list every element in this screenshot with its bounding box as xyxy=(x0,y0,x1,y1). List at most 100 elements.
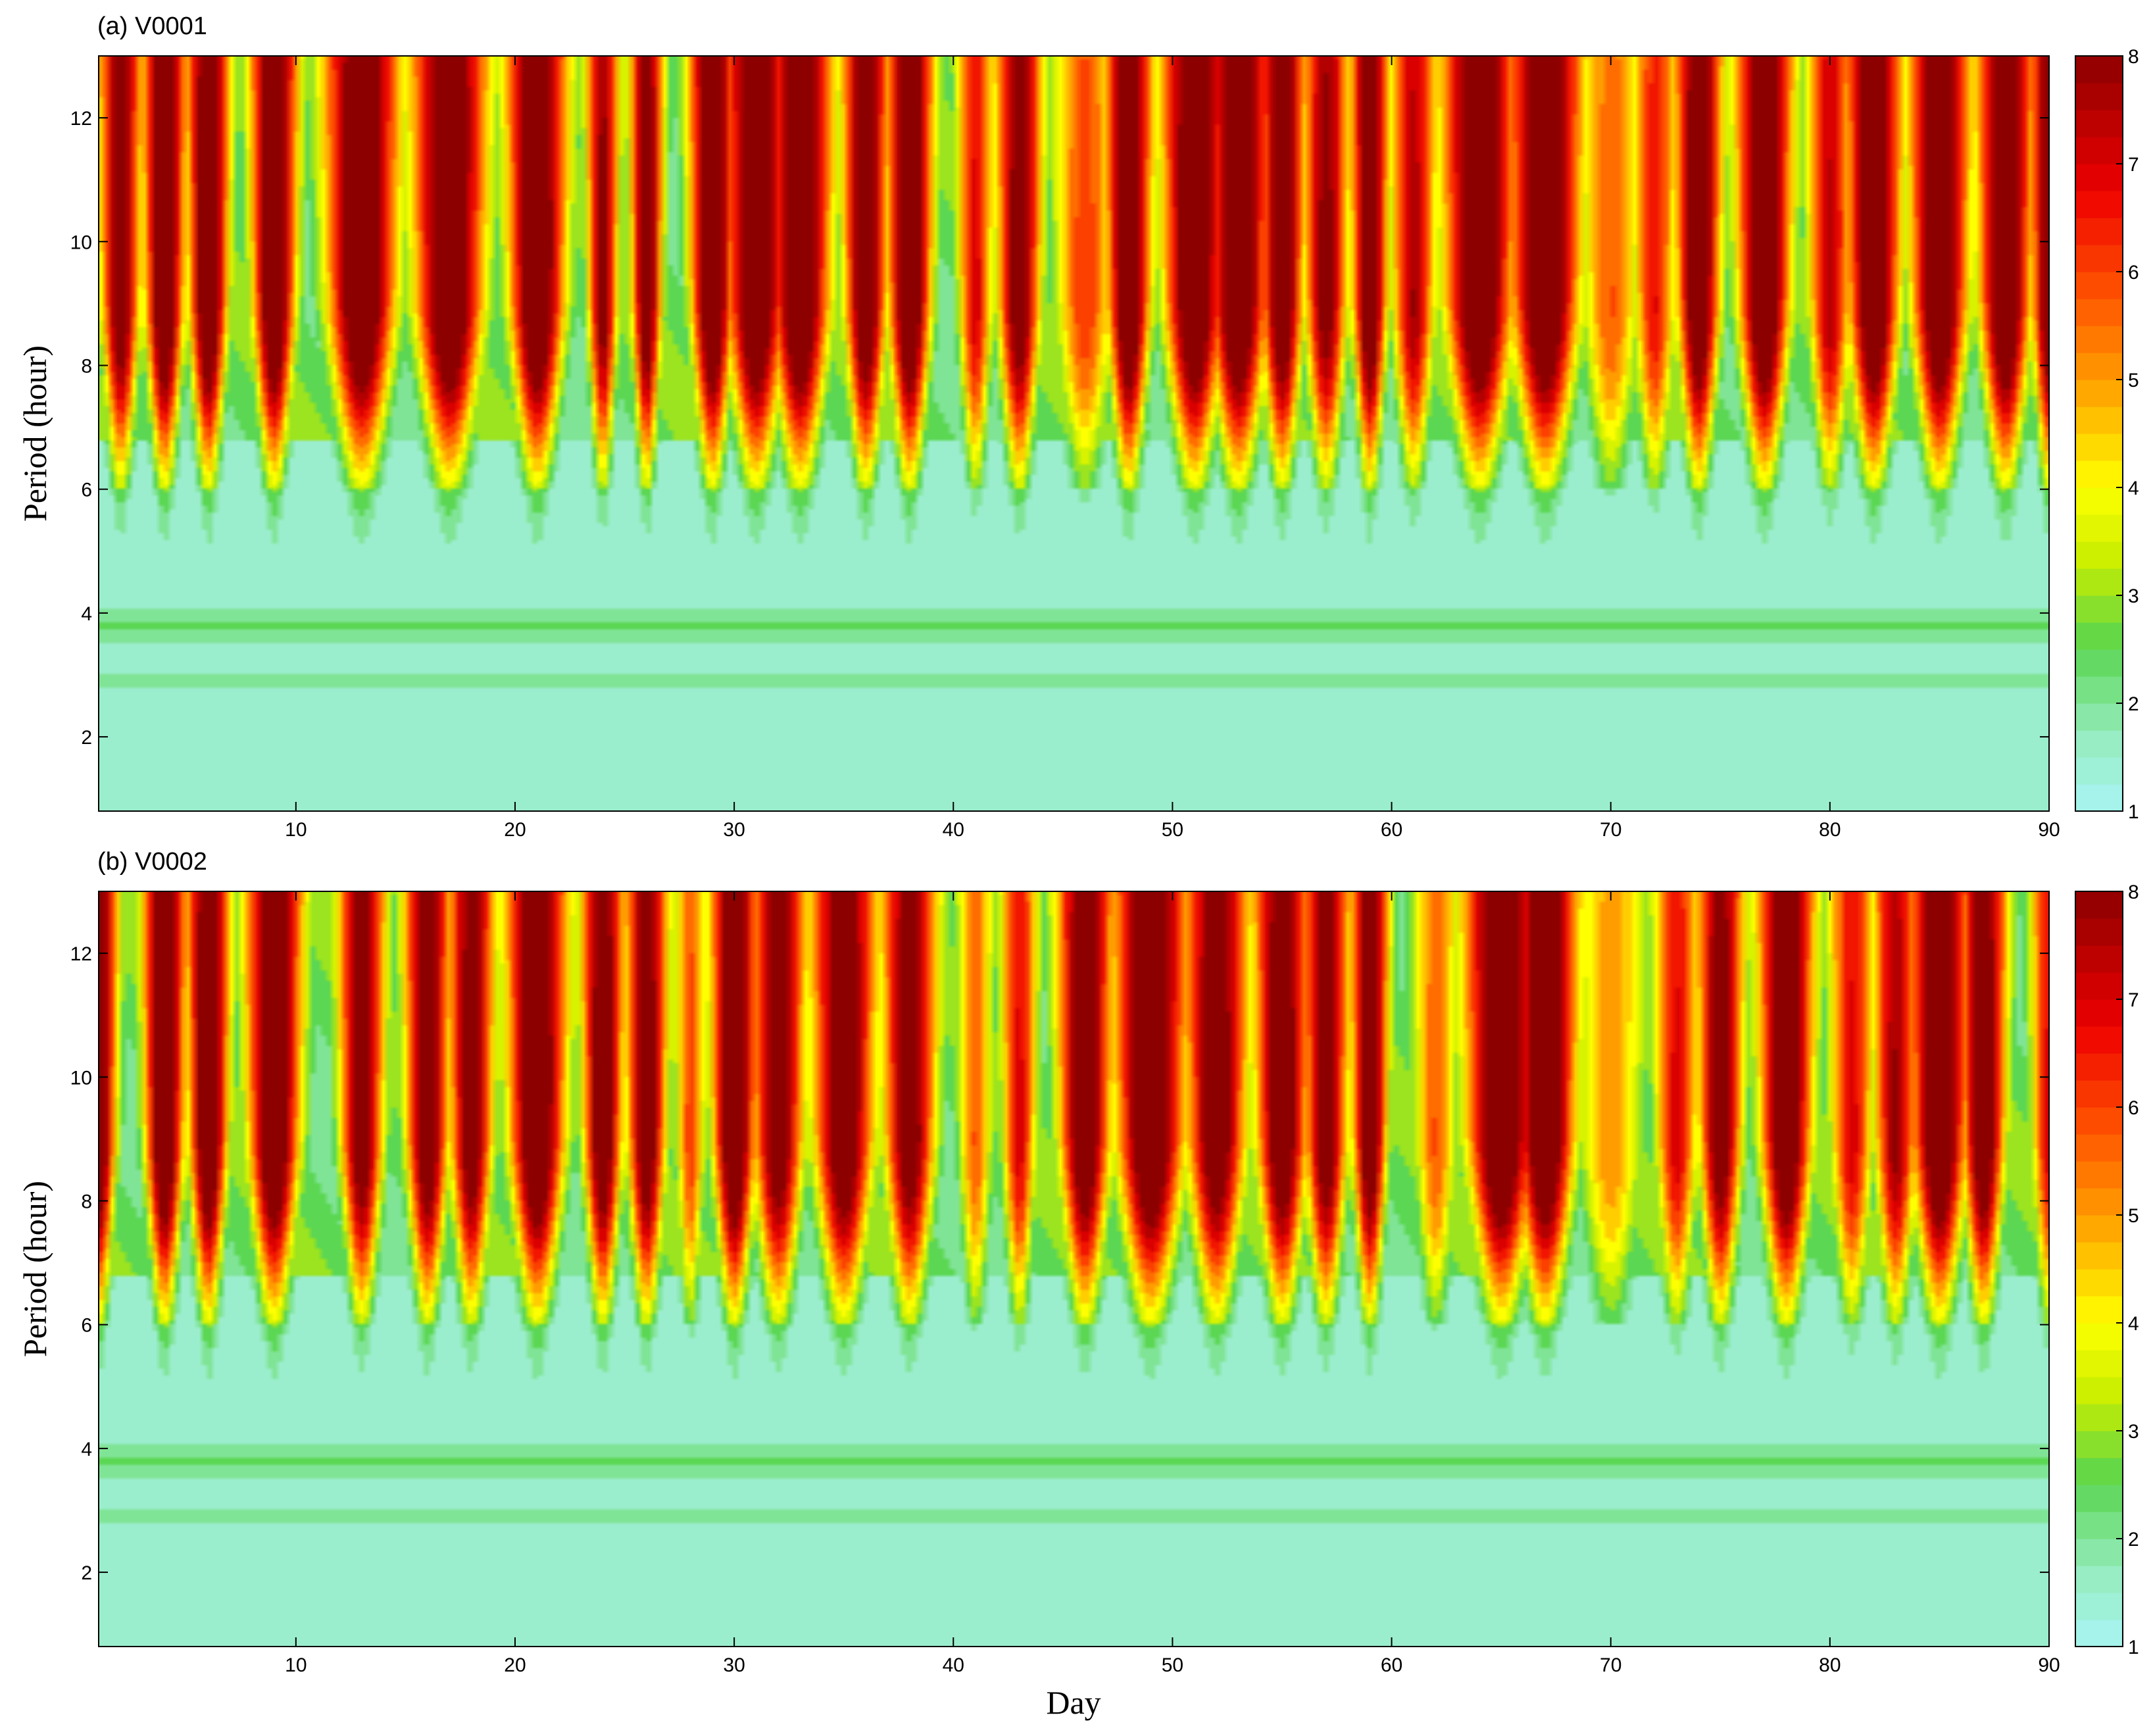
x-tick-label: 60 xyxy=(1381,1654,1402,1676)
colorbar-swatch xyxy=(2075,1566,2123,1593)
colorbar-swatch xyxy=(2075,649,2123,677)
colorbar-swatch xyxy=(2075,1620,2123,1647)
colorbar-tick-label: 7 xyxy=(2128,154,2139,176)
colorbar-swatch xyxy=(2075,1296,2123,1324)
colorbar-tick-label: 2 xyxy=(2128,693,2139,715)
colorbar-swatch xyxy=(2075,757,2123,785)
x-tick-label: 80 xyxy=(1819,1654,1841,1676)
colorbar-swatch xyxy=(2075,595,2123,623)
y-tick-label: 4 xyxy=(81,1439,92,1460)
colorbar-swatch xyxy=(2075,460,2123,488)
colorbar-swatch xyxy=(2075,218,2123,245)
x-tick-label: 40 xyxy=(943,1654,964,1676)
colorbar-swatch xyxy=(2075,164,2123,191)
colorbar-swatch xyxy=(2075,407,2123,434)
colorbar-swatch xyxy=(2075,541,2123,569)
panel-b-x-ticks: 10 20 30 40 50 60 70 80 90 xyxy=(285,891,2060,1676)
colorbar-swatch xyxy=(2075,1485,2123,1512)
colorbar-swatch xyxy=(2075,1593,2123,1620)
x-tick-label: 50 xyxy=(1162,819,1183,841)
panel-b-frame xyxy=(98,891,2050,1647)
colorbar-swatch xyxy=(2075,1350,2123,1377)
colorbar-tick-label: 7 xyxy=(2128,989,2139,1011)
x-tick-label: 90 xyxy=(2038,1654,2060,1676)
colorbar-swatch xyxy=(2075,999,2123,1027)
heatmap-field xyxy=(99,891,2049,1647)
colorbar-swatch xyxy=(2075,83,2123,111)
colorbar-frame xyxy=(2075,891,2123,1647)
y-tick-label: 10 xyxy=(70,1067,92,1089)
colorbar-swatch xyxy=(2075,1269,2123,1297)
colorbar-swatch xyxy=(2075,434,2123,461)
colorbar-swatch xyxy=(2075,918,2123,946)
colorbar-swatch xyxy=(2075,1431,2123,1458)
colorbar-swatch xyxy=(2075,1323,2123,1351)
colorbar-tick-label: 4 xyxy=(2128,478,2139,499)
colorbar-swatch xyxy=(2075,1512,2123,1539)
colorbar-tick-label: 3 xyxy=(2128,585,2139,607)
panel-a-frame xyxy=(98,55,2050,812)
colorbar-swatch xyxy=(2075,1215,2123,1243)
colorbar-tick-label: 4 xyxy=(2128,1313,2139,1335)
colorbar-swatch xyxy=(2075,891,2123,919)
colorbar-swatch xyxy=(2075,1053,2123,1081)
panel-a-x-ticks: 10 20 30 40 50 60 70 80 90 xyxy=(285,56,2060,841)
panel-a-title: (a) V0001 xyxy=(97,12,207,40)
panel-b-y-axis-label: Period (hour) xyxy=(16,1181,53,1357)
colorbar-swatch xyxy=(2075,1080,2123,1108)
y-tick-label: 6 xyxy=(81,1315,92,1337)
y-tick-label: 8 xyxy=(81,355,92,377)
colorbar-swatch xyxy=(2075,1404,2123,1431)
x-tick-label: 90 xyxy=(2038,819,2060,841)
panel-a-colorbar: 1 2 3 4 5 6 7 8 xyxy=(2075,46,2139,823)
colorbar-swatch xyxy=(2075,784,2123,812)
x-tick-label: 10 xyxy=(285,1654,307,1676)
x-tick-label: 70 xyxy=(1600,1654,1621,1676)
x-tick-label: 50 xyxy=(1162,1654,1183,1676)
x-tick-label: 60 xyxy=(1381,819,1402,841)
colorbar-swatch xyxy=(2075,945,2123,973)
x-axis-label: Day xyxy=(1046,1684,1101,1721)
colorbar-swatch xyxy=(2075,272,2123,299)
colorbar-frame xyxy=(2075,55,2123,812)
x-tick-label: 40 xyxy=(943,819,964,841)
colorbar-swatch xyxy=(2075,245,2123,272)
panel-a-plot-area xyxy=(99,56,2049,811)
colorbar-swatch xyxy=(2075,730,2123,758)
colorbar-swatch xyxy=(2075,299,2123,326)
colorbar-swatch xyxy=(2075,568,2123,596)
colorbar-swatch xyxy=(2075,1188,2123,1216)
colorbar-tick-label: 8 xyxy=(2128,46,2139,68)
y-tick-label: 12 xyxy=(70,108,92,130)
y-tick-label: 4 xyxy=(81,603,92,625)
colorbar-swatch xyxy=(2075,380,2123,407)
colorbar-tick-label: 5 xyxy=(2128,1205,2139,1227)
x-tick-label: 10 xyxy=(285,819,307,841)
colorbar-swatch xyxy=(2075,326,2123,353)
panel-a-y-ticks: 2 4 6 8 10 12 xyxy=(70,108,2049,749)
colorbar-tick-label: 1 xyxy=(2128,801,2139,823)
colorbar-swatch xyxy=(2075,972,2123,1000)
colorbar-swatch xyxy=(2075,622,2123,650)
colorbar-tick-label: 3 xyxy=(2128,1421,2139,1443)
y-tick-label: 8 xyxy=(81,1191,92,1212)
panel-b-title: (b) V0002 xyxy=(97,848,207,876)
colorbar-swatch xyxy=(2075,1458,2123,1485)
colorbar-swatch xyxy=(2075,1134,2123,1162)
colorbar-tick-label: 8 xyxy=(2128,881,2139,903)
colorbar-swatch xyxy=(2075,137,2123,164)
colorbar-tick-label: 6 xyxy=(2128,1097,2139,1119)
x-tick-label: 20 xyxy=(504,819,526,841)
y-tick-label: 6 xyxy=(81,480,92,501)
x-tick-label: 20 xyxy=(504,1654,526,1676)
y-tick-label: 12 xyxy=(70,943,92,965)
colorbar-tick-label: 2 xyxy=(2128,1529,2139,1550)
colorbar-swatch xyxy=(2075,1377,2123,1404)
colorbar-swatch xyxy=(2075,1161,2123,1189)
colorbar-swatch xyxy=(2075,56,2123,84)
colorbar-swatch xyxy=(2075,110,2123,137)
x-tick-label: 70 xyxy=(1600,819,1621,841)
panel-b-y-ticks: 2 4 6 8 10 12 xyxy=(70,943,2049,1584)
